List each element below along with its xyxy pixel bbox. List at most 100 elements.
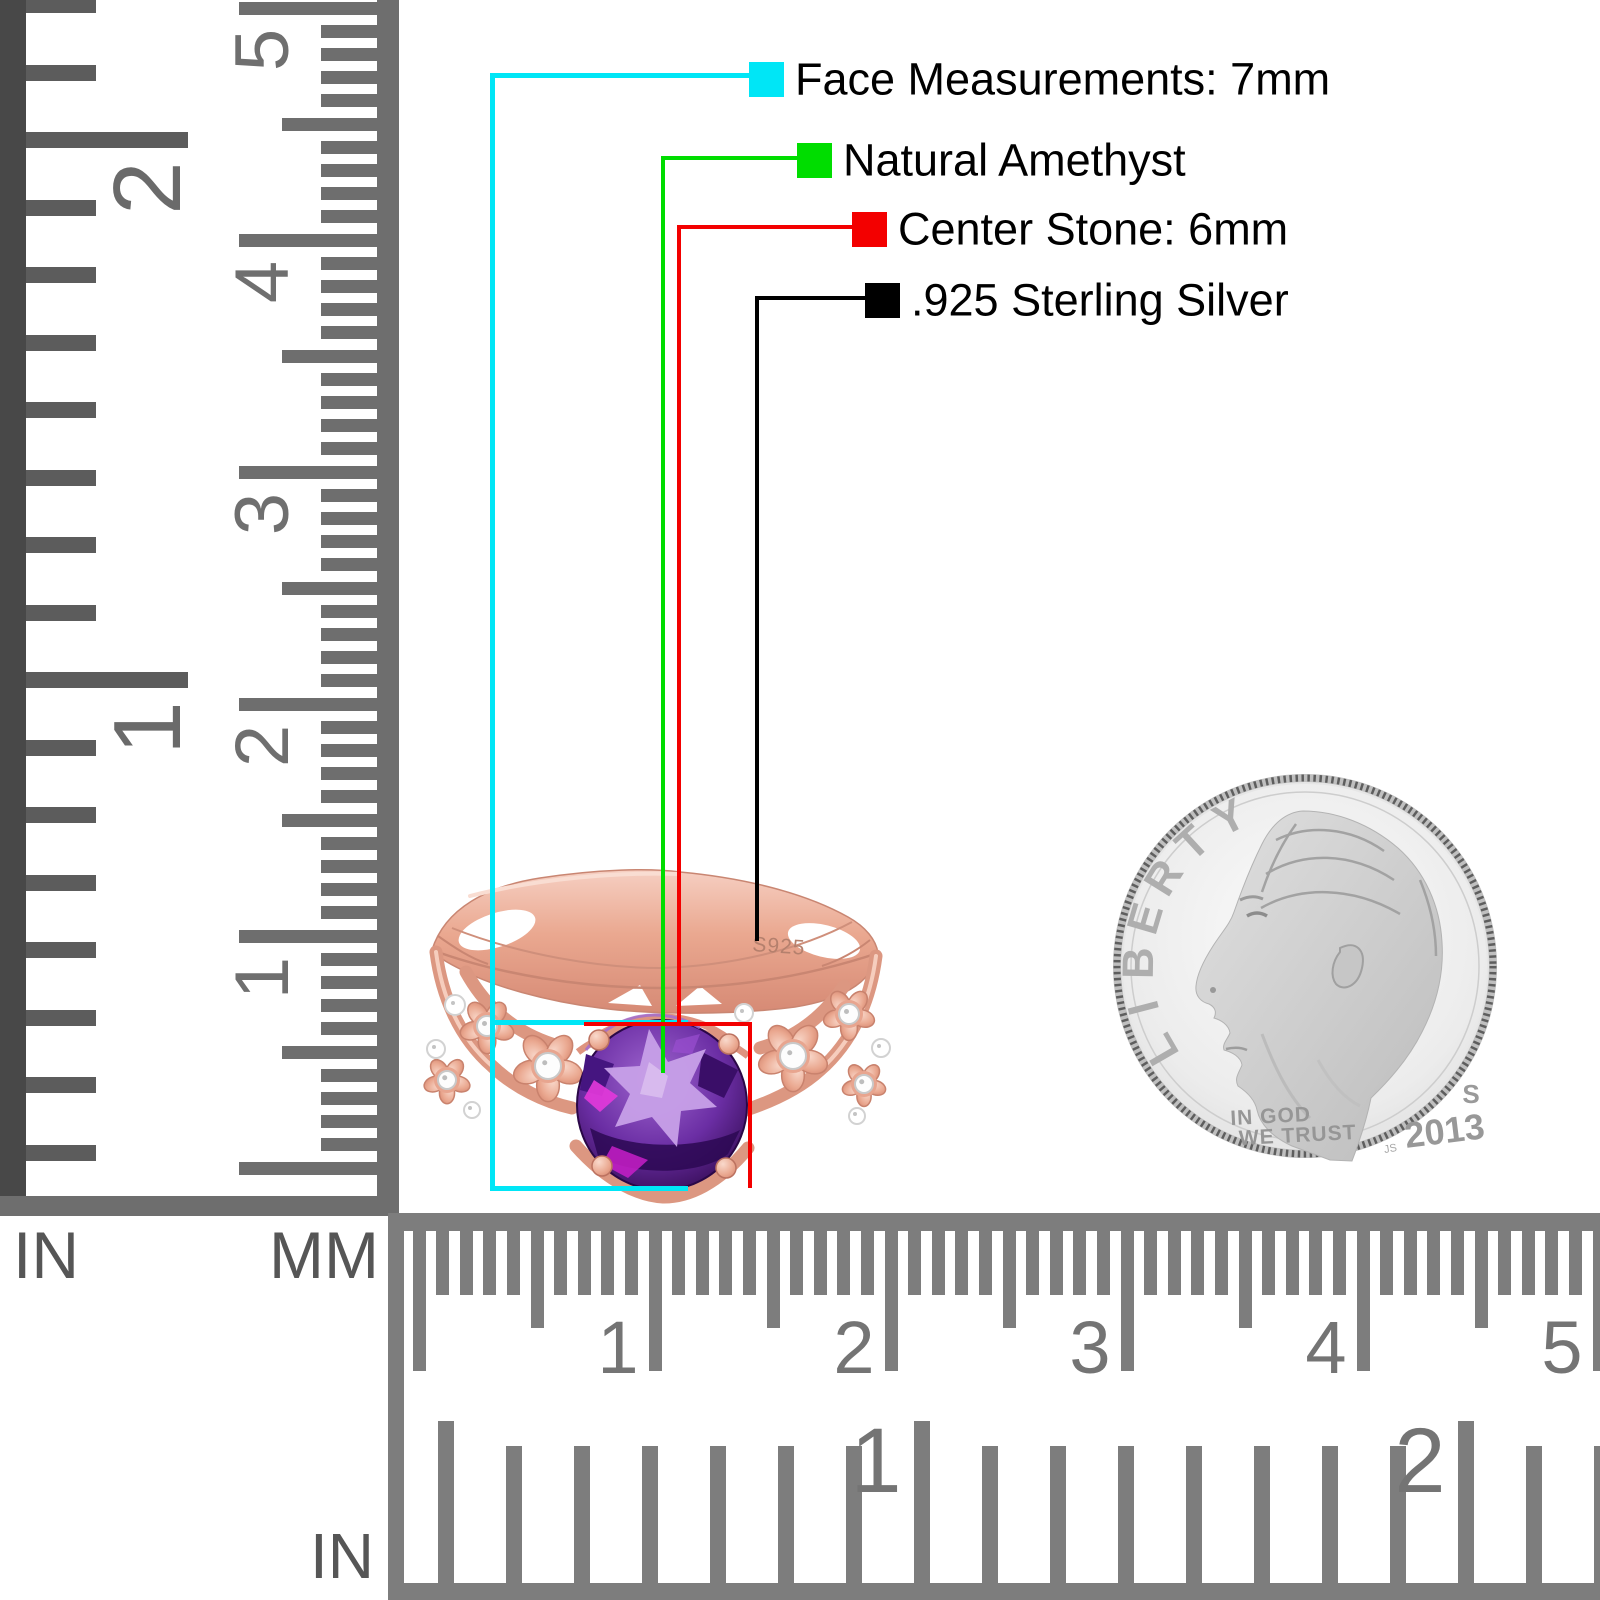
ruler-tick bbox=[506, 1446, 522, 1583]
vertical-ruler-inch-unit: IN bbox=[13, 1218, 79, 1292]
ruler-tick bbox=[321, 511, 377, 525]
ruler-tick bbox=[459, 1231, 473, 1295]
ruler-tick bbox=[1450, 1231, 1464, 1295]
ring-engraving: S925 bbox=[752, 933, 807, 960]
ruler-tick bbox=[321, 558, 377, 572]
ruler-tick bbox=[321, 836, 377, 850]
ruler-number: 1 bbox=[597, 1306, 639, 1389]
prong bbox=[718, 1033, 740, 1055]
ruler-number: 3 bbox=[1069, 1306, 1111, 1389]
ruler-tick bbox=[321, 999, 377, 1013]
ruler-tick bbox=[321, 419, 377, 433]
ruler-tick bbox=[1427, 1231, 1441, 1295]
ruler-tick bbox=[321, 163, 377, 177]
coin-legend-letter: B bbox=[1114, 947, 1164, 980]
ruler-tick bbox=[1592, 1231, 1600, 1371]
ruler-tick bbox=[1526, 1446, 1542, 1583]
ruler-tick bbox=[321, 790, 377, 804]
ruler-tick bbox=[790, 1231, 804, 1295]
ruler-tick bbox=[26, 267, 96, 283]
ruler-tick bbox=[321, 952, 377, 966]
ruler-tick bbox=[321, 326, 377, 340]
leader-line-segment bbox=[584, 1022, 750, 1026]
ruler-tick bbox=[719, 1231, 733, 1295]
ruler-tick bbox=[321, 1115, 377, 1129]
ruler-tick bbox=[239, 465, 377, 479]
leader-line-segment bbox=[757, 296, 865, 300]
annotation-label: Center Stone: 6mm bbox=[898, 203, 1289, 255]
eye-detail bbox=[1246, 911, 1268, 918]
horizontal-ruler: IN 1 2 3 4 5 1 2 bbox=[310, 1190, 1600, 1600]
vertical-ruler-mm-unit: MM bbox=[269, 1218, 379, 1292]
ruler-tick bbox=[282, 1045, 377, 1059]
ruler-tick bbox=[1186, 1446, 1202, 1583]
ruler-tick bbox=[1026, 1231, 1040, 1295]
amethyst-center-stone bbox=[576, 1013, 748, 1191]
ruler-tick bbox=[321, 303, 377, 317]
ruler-tick bbox=[813, 1231, 827, 1295]
ruler-tick bbox=[1096, 1231, 1110, 1295]
ruler-tick bbox=[239, 233, 377, 247]
ruler-tick bbox=[1167, 1231, 1181, 1295]
ruler-tick bbox=[321, 94, 377, 108]
coin-motto-line1: IN GOD bbox=[1230, 1103, 1312, 1130]
ruler-tick bbox=[1073, 1231, 1087, 1295]
ruler-tick bbox=[321, 743, 377, 757]
ruler-tick bbox=[742, 1231, 756, 1295]
ruler-tick bbox=[766, 1231, 780, 1328]
ruler-tick bbox=[321, 210, 377, 224]
ruler-tick bbox=[1568, 1231, 1582, 1295]
ruler-tick bbox=[1521, 1231, 1535, 1295]
ruler-tick bbox=[26, 604, 96, 621]
ruler-tick bbox=[321, 1022, 377, 1036]
vertical-ruler-left-edge bbox=[0, 0, 26, 1216]
coin-reeded-edge bbox=[1113, 774, 1497, 1158]
ruler-tick bbox=[26, 1077, 96, 1093]
ruler-tick bbox=[26, 469, 96, 486]
ruler-tick bbox=[884, 1231, 898, 1371]
ruler-tick bbox=[26, 1144, 96, 1161]
ruler-tick bbox=[908, 1231, 922, 1295]
ruler-tick bbox=[321, 187, 377, 201]
ruler-tick bbox=[1498, 1231, 1512, 1295]
ruler-tick bbox=[642, 1446, 658, 1583]
ruler-tick bbox=[321, 1068, 377, 1082]
leader-line-segment bbox=[661, 156, 665, 1073]
ruler-tick bbox=[282, 117, 377, 131]
horizontal-ruler-top-edge bbox=[388, 1213, 1600, 1231]
ruler-tick bbox=[239, 697, 377, 711]
ruler-tick bbox=[1254, 1446, 1270, 1583]
ruler-tick bbox=[26, 807, 96, 823]
annotation-label: Face Measurements: 7mm bbox=[795, 53, 1331, 105]
ruler-tick bbox=[1144, 1231, 1158, 1295]
ruler-tick bbox=[26, 64, 96, 81]
ruler-tick bbox=[321, 24, 377, 38]
ruler-tick bbox=[1191, 1231, 1205, 1295]
ruler-tick bbox=[26, 132, 188, 148]
horizontal-ruler-left-edge bbox=[388, 1213, 404, 1600]
ruler-tick bbox=[436, 1231, 450, 1295]
ruler-tick bbox=[26, 402, 96, 418]
ruler-tick bbox=[982, 1446, 998, 1583]
horizontal-ruler-bottom-edge bbox=[388, 1583, 1600, 1600]
ruler-tick bbox=[26, 874, 96, 891]
vertical-ruler-right-edge bbox=[377, 0, 399, 1216]
ruler-tick bbox=[530, 1231, 544, 1328]
coin-mint-mark: S bbox=[1462, 1079, 1479, 1109]
leader-line-segment bbox=[748, 1022, 752, 1188]
ruler-tick bbox=[321, 883, 377, 897]
ruler-tick bbox=[1309, 1231, 1323, 1295]
ruler-tick bbox=[1262, 1231, 1276, 1295]
ruler-tick bbox=[624, 1231, 638, 1295]
prong bbox=[588, 1029, 610, 1051]
ruler-tick bbox=[321, 442, 377, 456]
ruler-tick bbox=[710, 1446, 726, 1583]
ruler-tick bbox=[1049, 1231, 1063, 1295]
annotation-label: Natural Amethyst bbox=[843, 134, 1186, 186]
ring-photo: S925 bbox=[423, 869, 891, 1204]
